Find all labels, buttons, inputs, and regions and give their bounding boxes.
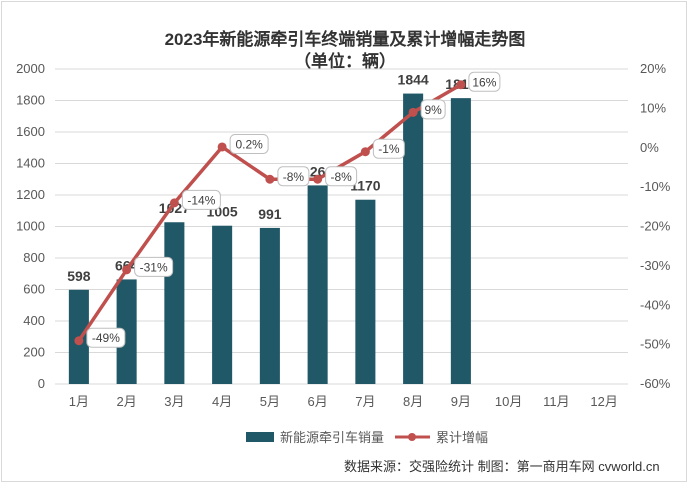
growth-value-label: 0.2% xyxy=(235,137,263,151)
y-right-tick-label: 10% xyxy=(640,100,666,115)
bar xyxy=(212,225,233,384)
y-right-tick-label: -10% xyxy=(640,179,671,194)
bar xyxy=(259,227,280,384)
y-left-tick-label: 400 xyxy=(23,313,45,328)
bar-value-label: 991 xyxy=(258,206,282,222)
x-tick-label: 5月 xyxy=(260,394,280,409)
growth-marker xyxy=(217,142,227,152)
growth-label-box xyxy=(229,133,269,154)
source-note: 数据来源：交强险统计 制图：第一商用车网 cvworld.cn xyxy=(344,459,660,474)
bar-value-label: 1844 xyxy=(398,72,429,88)
growth-marker xyxy=(122,265,132,275)
y-left-tick-label: 1800 xyxy=(16,93,45,108)
growth-value-label: 9% xyxy=(424,103,442,117)
x-axis-ticks: 1月 2月 3月 4月 5月 6月 7月 8月 9月 10月 11月 12月 xyxy=(69,394,618,409)
legend-line-label: 累计增幅 xyxy=(436,430,488,445)
y-right-tick-label: -20% xyxy=(640,219,671,234)
x-tick-label: 11月 xyxy=(543,394,570,409)
y-right-tick-label: 20% xyxy=(640,61,666,76)
bar xyxy=(164,222,185,384)
legend-bar-label: 新能源牵引车销量 xyxy=(280,430,384,445)
growth-marker xyxy=(313,174,323,184)
growth-marker xyxy=(265,174,275,184)
x-tick-label: 10月 xyxy=(495,394,522,409)
gridlines xyxy=(55,68,628,385)
bar xyxy=(403,93,424,384)
growth-marker xyxy=(408,107,418,117)
growth-label-box xyxy=(277,166,310,187)
bar-value-label: 1170 xyxy=(350,178,381,194)
y-right-tick-label: -40% xyxy=(640,297,671,312)
y-left-tick-label: 800 xyxy=(23,250,45,265)
x-tick-label: 2月 xyxy=(117,394,137,409)
growth-value-label: -49% xyxy=(92,331,120,345)
legend-bar-swatch xyxy=(246,432,274,442)
bar xyxy=(116,279,137,384)
growth-label-box xyxy=(468,71,501,92)
legend-line-marker xyxy=(408,433,416,441)
y-right-tick-label: -50% xyxy=(640,337,671,352)
y-left-tick-label: 1200 xyxy=(16,187,45,202)
x-tick-label: 7月 xyxy=(355,394,375,409)
line-series xyxy=(74,80,466,346)
bar xyxy=(307,185,328,384)
bar xyxy=(450,98,471,384)
growth-value-label: -31% xyxy=(140,260,168,274)
y-left-tick-label: 1400 xyxy=(16,156,45,171)
growth-label-box xyxy=(420,99,446,120)
legend: 新能源牵引车销量 累计增幅 xyxy=(246,430,488,445)
y-right-tick-label: 0% xyxy=(640,140,659,155)
left-axis-ticks: 0 200 400 600 800 1000 1200 1400 1600 1800 2000 xyxy=(16,61,45,391)
y-left-tick-label: 1600 xyxy=(16,124,45,139)
growth-label-box xyxy=(86,327,126,348)
y-left-tick-label: 600 xyxy=(23,282,45,297)
growth-value-label: -8% xyxy=(283,170,305,184)
y-right-tick-label: -30% xyxy=(640,258,671,273)
x-tick-label: 3月 xyxy=(164,394,184,409)
growth-label-box xyxy=(181,189,221,210)
growth-marker xyxy=(169,198,179,208)
bar-series xyxy=(68,93,471,384)
bar-value-label: 598 xyxy=(67,268,91,284)
growth-value-label: -8% xyxy=(330,170,352,184)
growth-value-label: 16% xyxy=(472,75,496,89)
y-left-tick-label: 2000 xyxy=(16,61,45,76)
chart-title: 2023年新能源牵引车终端销量及累计增幅走势图 xyxy=(165,29,526,49)
x-tick-label: 8月 xyxy=(403,394,423,409)
y-left-tick-label: 1000 xyxy=(16,219,45,234)
growth-label-box xyxy=(134,256,174,277)
x-tick-label: 1月 xyxy=(69,394,89,409)
growth-label-box xyxy=(325,166,358,187)
growth-value-label: -1% xyxy=(378,142,400,156)
chart-subtitle: （单位：辆） xyxy=(294,51,396,71)
line-data-labels: -49% -31% -14% 0.2% -8% -8% -1% 9% 16% xyxy=(86,71,501,348)
growth-label-box xyxy=(372,138,405,159)
x-tick-label: 9月 xyxy=(451,394,471,409)
y-left-tick-label: 0 xyxy=(38,376,45,391)
growth-marker xyxy=(74,336,84,346)
y-left-tick-label: 200 xyxy=(23,345,45,360)
x-tick-label: 12月 xyxy=(590,394,617,409)
x-tick-label: 6月 xyxy=(308,394,328,409)
growth-value-label: -14% xyxy=(187,193,215,207)
growth-marker xyxy=(456,80,466,90)
x-tick-label: 4月 xyxy=(212,394,232,409)
right-axis-ticks: -60% -50% -40% -30% -20% -10% 0% 10% 20% xyxy=(640,61,671,391)
y-right-tick-label: -60% xyxy=(640,376,671,391)
bar xyxy=(355,199,376,384)
growth-marker xyxy=(360,147,370,157)
